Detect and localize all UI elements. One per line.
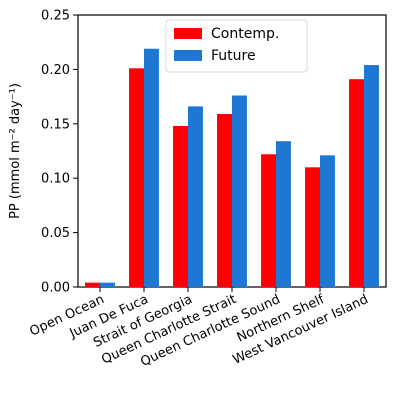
bar-contemp-3	[217, 114, 232, 288]
legend: Contemp. Future	[165, 19, 308, 73]
y-tick-label: 0.15	[41, 117, 70, 132]
bar-contemp-0	[85, 282, 100, 287]
y-axis-label: PP (mmol m⁻² day⁻¹)	[8, 83, 23, 219]
bar-future-4	[276, 141, 291, 287]
legend-swatch	[174, 50, 202, 61]
y-tick-label: 0.25	[41, 9, 70, 24]
bar-future-1	[144, 48, 159, 288]
y-tick-label: 0.20	[41, 63, 70, 78]
y-tick-label: 0.05	[41, 226, 70, 241]
bar-future-0	[100, 282, 115, 287]
bars	[85, 48, 379, 288]
bar-future-2	[188, 106, 203, 287]
bar-contemp-5	[305, 167, 320, 287]
bar-contemp-1	[129, 68, 144, 287]
legend-label: Future	[211, 48, 256, 64]
y-tick-label: 0.00	[41, 281, 70, 296]
bar-future-5	[320, 155, 335, 287]
bar-future-3	[232, 95, 247, 288]
legend-label: Contemp.	[211, 26, 279, 42]
y-axis: 0.00 0.05 0.10 0.15 0.20 0.25	[41, 9, 78, 296]
legend-swatch	[174, 28, 202, 39]
y-tick-label: 0.10	[41, 172, 70, 187]
bar-contemp-4	[261, 154, 276, 287]
bar-contemp-2	[173, 125, 188, 287]
bar-future-6	[364, 65, 379, 287]
bar-contemp-6	[349, 79, 364, 287]
